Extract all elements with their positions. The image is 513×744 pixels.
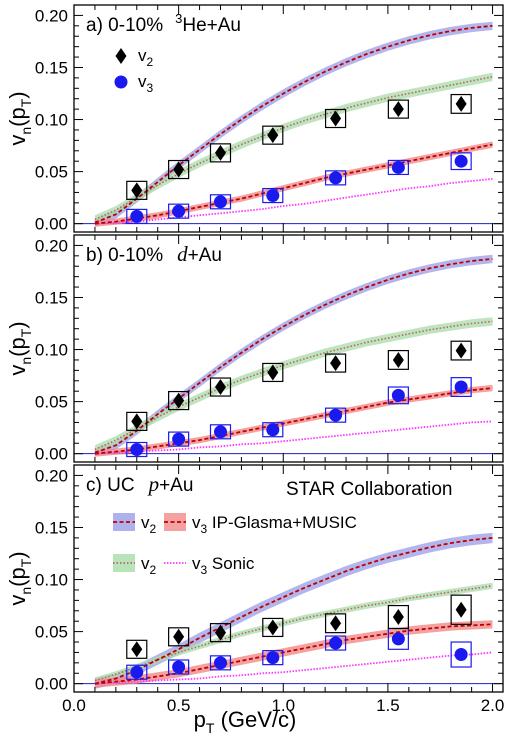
panel-b: 0.00 0.05 0.10 0.15 0.20 vn(pT) b) 0-10% d+Au: [5, 235, 503, 464]
v3-point: [329, 637, 342, 650]
y-axis-title: vn(pT): [5, 551, 34, 605]
v2-ipglasma-band: [95, 533, 493, 689]
y-tick-label: 0.20: [35, 6, 68, 25]
y-tick-label: 0.20: [35, 466, 68, 485]
v3-point: [329, 409, 342, 422]
legend-v2-label: v2: [138, 46, 154, 69]
v2-point: [330, 355, 341, 371]
y-tick-label: 0.20: [35, 236, 68, 255]
y-tick-label: 0.00: [35, 675, 68, 694]
panel-label: a) 0-10% 3He+Au: [86, 11, 241, 36]
v3-point: [392, 632, 405, 645]
y-tick-label: 0.05: [35, 623, 68, 642]
v3-point: [266, 423, 279, 436]
v3-point: [214, 195, 227, 208]
panels: 0.00 0.05 0.10 0.15 0.20 vn(pT) a) 0-10% 3He+Au…: [5, 5, 504, 715]
y-tick-label: 0.10: [35, 111, 68, 130]
y-tick-label: 0.15: [35, 58, 68, 77]
v3-point: [392, 161, 405, 174]
y-tick-label: 0.10: [35, 341, 68, 360]
v3-point: [266, 189, 279, 202]
v3-point: [172, 205, 185, 218]
x-axis-title: pT (GeV/c): [194, 707, 297, 736]
y-tick-label: 0.10: [35, 571, 68, 590]
v2-point: [456, 343, 467, 359]
v2-point: [330, 615, 341, 631]
v3-point: [172, 433, 185, 446]
collaboration-label: STAR Collaboration: [286, 479, 453, 500]
legend-v3-marker: [115, 76, 128, 89]
panel-label: c) UC p+Au: [86, 472, 193, 496]
plot-area: [74, 533, 503, 689]
legend-v2-marker: [116, 48, 127, 64]
v2-point: [393, 101, 404, 117]
panel-a: 0.00 0.05 0.10 0.15 0.20 vn(pT) a) 0-10% 3He+Au: [5, 5, 503, 234]
v3-point: [455, 381, 468, 394]
y-tick-label: 0.00: [35, 445, 68, 464]
v3-point: [455, 648, 468, 661]
legend-v3-ipglasma-label: v3 IP-Glasma+MUSIC: [192, 513, 357, 536]
v2-sonic-band: [95, 583, 493, 684]
legend-v2-sonic-label: v2: [141, 554, 157, 577]
y-axis-title: vn(pT): [5, 321, 34, 375]
plot-area: [74, 255, 503, 457]
v3-point: [455, 155, 468, 168]
y-axis-title: vn(pT): [5, 91, 34, 145]
legend-models: v2 v3 IP-Glasma+MUSIC v2 v3 Sonic: [113, 513, 357, 577]
v3-point: [392, 389, 405, 402]
v2-sonic-band: [95, 317, 493, 453]
y-tick-label: 0.05: [35, 393, 68, 412]
x-tick-label: 2.0: [481, 696, 505, 715]
v2-point: [393, 352, 404, 368]
v2-point: [267, 619, 278, 635]
x-tick-label: 1.5: [376, 696, 400, 715]
v3-point: [266, 651, 279, 664]
panel-label: b) 0-10% d+Au: [86, 242, 222, 266]
panel-c: 0.00 0.05 0.10 0.15 0.20 vn(pT) c) UC p+Au 0.0 0.…: [5, 465, 504, 715]
y-tick-label: 0.15: [35, 288, 68, 307]
y-tick-label: 0.15: [35, 518, 68, 537]
legend-v3-sonic-label: v3 Sonic: [192, 554, 255, 577]
x-tick-label: 0.0: [62, 696, 86, 715]
y-tick-label: 0.05: [35, 163, 68, 182]
v3-point: [130, 210, 143, 223]
v3-point: [172, 661, 185, 674]
x-tick-label: 0.5: [167, 696, 191, 715]
v2-point: [393, 609, 404, 625]
v3-point: [214, 425, 227, 438]
v2-sonic-line: [95, 77, 493, 220]
y-tick-label: 0.00: [35, 215, 68, 234]
v2-sonic-band: [95, 73, 493, 224]
v3-point: [214, 656, 227, 669]
legend-v2-ipglasma-label: v2: [141, 513, 157, 536]
v3-point: [130, 443, 143, 456]
legend-v3-label: v3: [138, 72, 154, 95]
v3-point: [329, 171, 342, 184]
v3-point: [130, 666, 143, 679]
v2-point: [456, 602, 467, 618]
v2-point: [456, 96, 467, 112]
v2-point: [131, 641, 142, 657]
v2-sonic-line: [95, 321, 493, 449]
